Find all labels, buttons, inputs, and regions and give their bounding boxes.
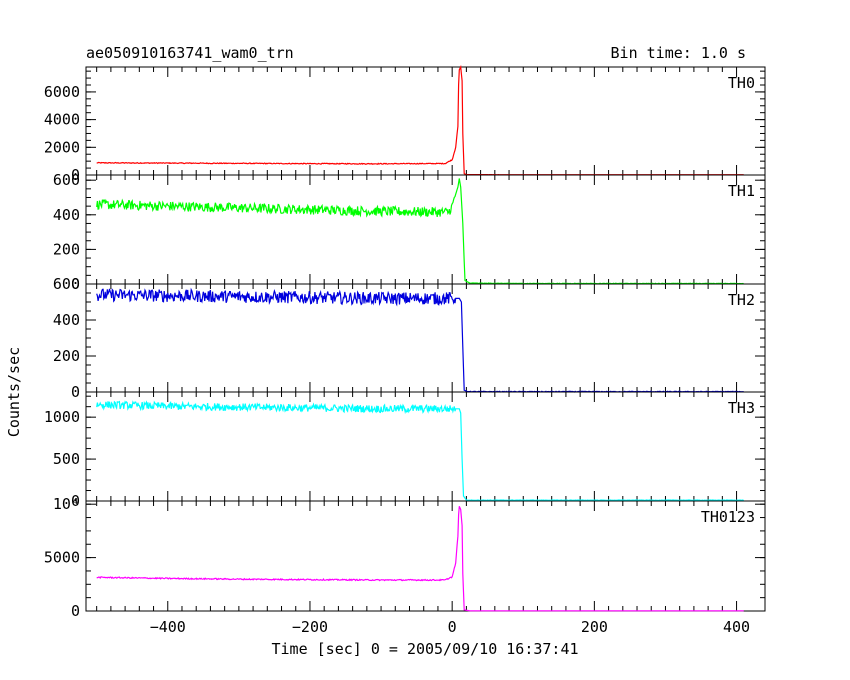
panel-label-th2: TH2 [728, 291, 755, 309]
y-tick-label: 0 [71, 383, 80, 401]
y-tick-label: 2000 [44, 138, 80, 156]
y-tick-label: 1000 [44, 408, 80, 426]
y-tick-label: 500 [53, 450, 80, 468]
x-tick-label: 0 [448, 618, 457, 636]
series-line-th0123 [96, 506, 744, 612]
x-tick-label: 400 [723, 618, 750, 636]
panel-label-th0123: TH0123 [701, 508, 755, 526]
y-tick-label: 10⁴ [53, 495, 80, 513]
panel-label-th0: TH0 [728, 74, 755, 92]
y-tick-label: 6000 [44, 83, 80, 101]
y-tick-label: 600 [53, 275, 80, 293]
y-tick-label: 200 [53, 240, 80, 258]
y-tick-label: 5000 [44, 549, 80, 567]
panel-label-th3: TH3 [728, 399, 755, 417]
y-tick-label: 0 [71, 492, 80, 510]
x-tick-label: 200 [581, 618, 608, 636]
y-tick-label: 400 [53, 206, 80, 224]
y-tick-label: 0 [71, 275, 80, 293]
series-line-th1 [96, 178, 744, 285]
y-tick-label: 0 [71, 166, 80, 184]
chart-title: ae050910163741_wam0_trn [86, 44, 294, 62]
panel-frame-th1 [85, 174, 766, 285]
bin-time-label: Bin time: 1.0 s [610, 44, 746, 62]
x-axis-label: Time [sec] 0 = 2005/09/10 16:37:41 [271, 640, 579, 658]
y-tick-label: 0 [71, 602, 80, 620]
panel-label-th1: TH1 [728, 182, 755, 200]
series-line-th3 [96, 400, 744, 501]
x-tick-label: −200 [292, 618, 328, 636]
y-tick-label: 4000 [44, 111, 80, 129]
y-tick-label: 600 [53, 171, 80, 189]
panel-frame-th0123 [85, 500, 766, 612]
series-line-th0 [96, 64, 744, 176]
series-line-th2 [96, 287, 744, 393]
panel-frame-th0 [85, 66, 766, 176]
y-tick-label: 200 [53, 347, 80, 365]
x-tick-label: −400 [150, 618, 186, 636]
y-tick-label: 400 [53, 311, 80, 329]
